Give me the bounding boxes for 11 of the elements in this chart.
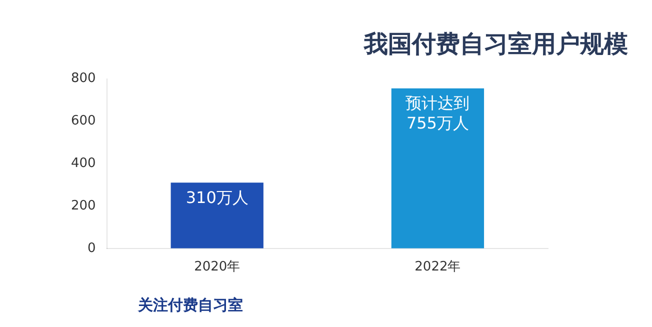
data-label: 预计达到755万人: [406, 93, 470, 132]
text: 关注付费自习室: [138, 296, 243, 315]
y-tick-label: 800: [70, 71, 96, 86]
y-tick-label: 200: [70, 198, 96, 214]
y-tick-label: 400: [70, 156, 96, 171]
y-tick-label: 600: [70, 114, 96, 129]
x-tick-label: 2020年: [194, 260, 240, 275]
x-tick-label: 2022年: [414, 260, 461, 275]
chart-title: 我国付费自习室用户规模: [364, 29, 628, 60]
data-label: 310万人: [186, 188, 248, 207]
y-tick-label: 0: [88, 240, 96, 256]
